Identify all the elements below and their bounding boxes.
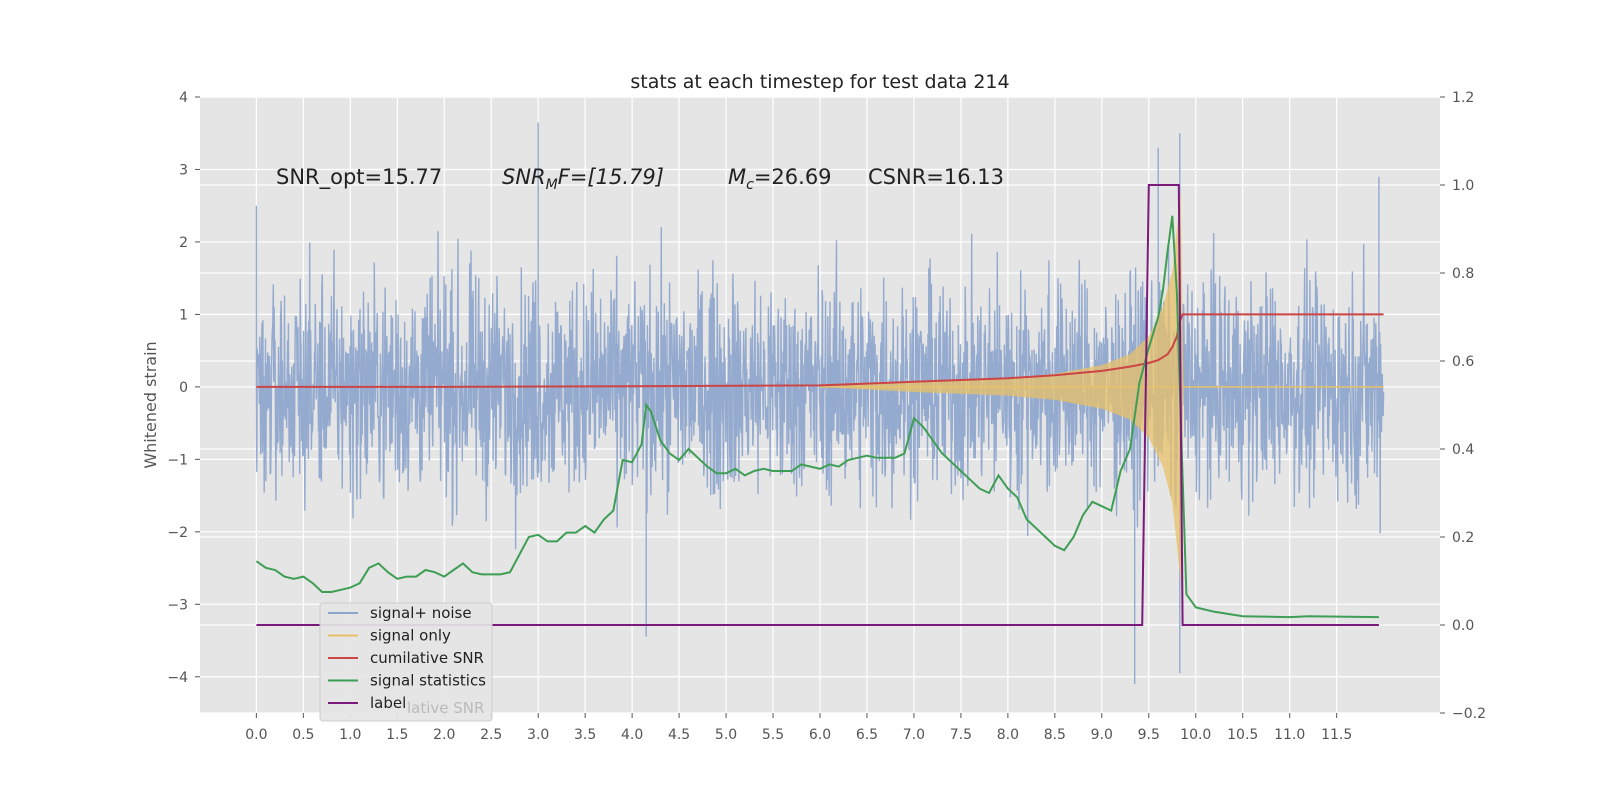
right-y-tick-label: 0.6 — [1452, 354, 1474, 370]
series-signal-only — [820, 191, 1384, 583]
annotation-mc-rest: =26.69 — [754, 165, 832, 189]
x-axis-ticks: 0.0 0.5 1.0 1.5 2.0 2.5 3.0 3.5 4.0 4.5 5.0 5.5 6.0 6… — [245, 713, 1352, 743]
legend-label: signal statistics — [370, 672, 486, 690]
y-tick-label: −3 — [167, 597, 188, 613]
x-tick-label: 4.0 — [621, 727, 643, 743]
right-y-tick-label: 0.2 — [1452, 530, 1474, 546]
x-tick-label: 8.0 — [997, 727, 1019, 743]
annotation-mc-sub: c — [746, 177, 754, 193]
legend-label: cumilative SNR — [370, 649, 484, 667]
series-lines — [255, 184, 1384, 626]
legend-label: signal+ noise — [370, 604, 472, 622]
annotation-snr-mf: SNRMF=[15.79] — [502, 165, 664, 193]
y-tick-label: 0 — [179, 380, 188, 396]
series-line-signal-statistics — [255, 215, 1379, 619]
x-tick-label: 3.5 — [574, 727, 596, 743]
right-y-tick-label: 0.4 — [1452, 442, 1474, 458]
y-tick-label: 3 — [179, 162, 188, 178]
annotation-csnr: CSNR=16.13 — [868, 165, 1004, 189]
annotation-snr-mf-main: SNR — [502, 165, 546, 189]
y-tick-label: 1 — [179, 307, 188, 323]
x-tick-label: 1.0 — [339, 727, 361, 743]
right-y-tick-label: 1.2 — [1452, 90, 1474, 106]
y-axis-ticks: −4 −3 −2 −1 0 1 2 3 4 — [167, 90, 200, 686]
x-tick-label: 7.0 — [903, 727, 925, 743]
x-tick-label: 9.0 — [1091, 727, 1113, 743]
right-y-axis-ticks: −0.2 0.0 0.2 0.4 0.6 0.8 1.0 1.2 — [1440, 90, 1486, 722]
legend-box — [319, 602, 493, 722]
x-tick-label: 1.5 — [386, 727, 408, 743]
x-tick-label: 11.0 — [1274, 727, 1305, 743]
x-tick-label: 9.5 — [1138, 727, 1160, 743]
right-y-tick-label: 0.8 — [1452, 266, 1474, 282]
legend: lative SNR signal+ noise signal only cumil… — [319, 602, 493, 722]
y-axis-label: Whitened strain — [141, 341, 160, 468]
y-tick-label: −4 — [167, 670, 188, 686]
x-tick-label: 4.5 — [668, 727, 690, 743]
x-tick-label: 10.5 — [1227, 727, 1258, 743]
annotation-snr-mf-rest: F=[15.79] — [558, 165, 664, 189]
annotation-snr-mf-f: F=[15.79] — [558, 165, 664, 189]
right-y-tick-label: 0.0 — [1452, 618, 1474, 634]
annotation-snr-opt: SNR_opt=15.77 — [276, 165, 442, 190]
annotation-mc: Mc=26.69 — [728, 165, 832, 193]
x-tick-label: 0.5 — [292, 727, 314, 743]
x-tick-label: 6.5 — [856, 727, 878, 743]
legend-overlap-text: lative SNR — [407, 699, 484, 717]
annotation-mc-main: M — [728, 165, 746, 189]
x-tick-label: 2.5 — [480, 727, 502, 743]
x-tick-label: 11.5 — [1321, 727, 1352, 743]
y-tick-label: −1 — [167, 452, 188, 468]
x-tick-label: 7.5 — [950, 727, 972, 743]
annotation-snr-mf-sub: M — [546, 177, 558, 193]
chart-title: stats at each timestep for test data 214 — [630, 71, 1009, 93]
x-tick-label: 10.0 — [1180, 727, 1211, 743]
legend-items: signal+ noise signal only cumilative SNR si… — [328, 604, 486, 712]
legend-label: label — [370, 694, 406, 712]
series-line-label — [256, 184, 1379, 626]
x-tick-label: 6.0 — [809, 727, 831, 743]
x-tick-label: 0.0 — [245, 727, 267, 743]
right-y-tick-label: −0.2 — [1452, 706, 1486, 722]
x-tick-label: 2.0 — [433, 727, 455, 743]
y-tick-label: −2 — [167, 525, 188, 541]
y-tick-label: 4 — [179, 90, 188, 106]
x-tick-label: 3.0 — [527, 727, 549, 743]
x-tick-label: 5.0 — [715, 727, 737, 743]
legend-label: signal only — [370, 627, 451, 645]
y-tick-label: 2 — [179, 235, 188, 251]
right-y-tick-label: 1.0 — [1452, 178, 1474, 194]
x-tick-label: 5.5 — [762, 727, 784, 743]
x-tick-label: 8.5 — [1044, 727, 1066, 743]
